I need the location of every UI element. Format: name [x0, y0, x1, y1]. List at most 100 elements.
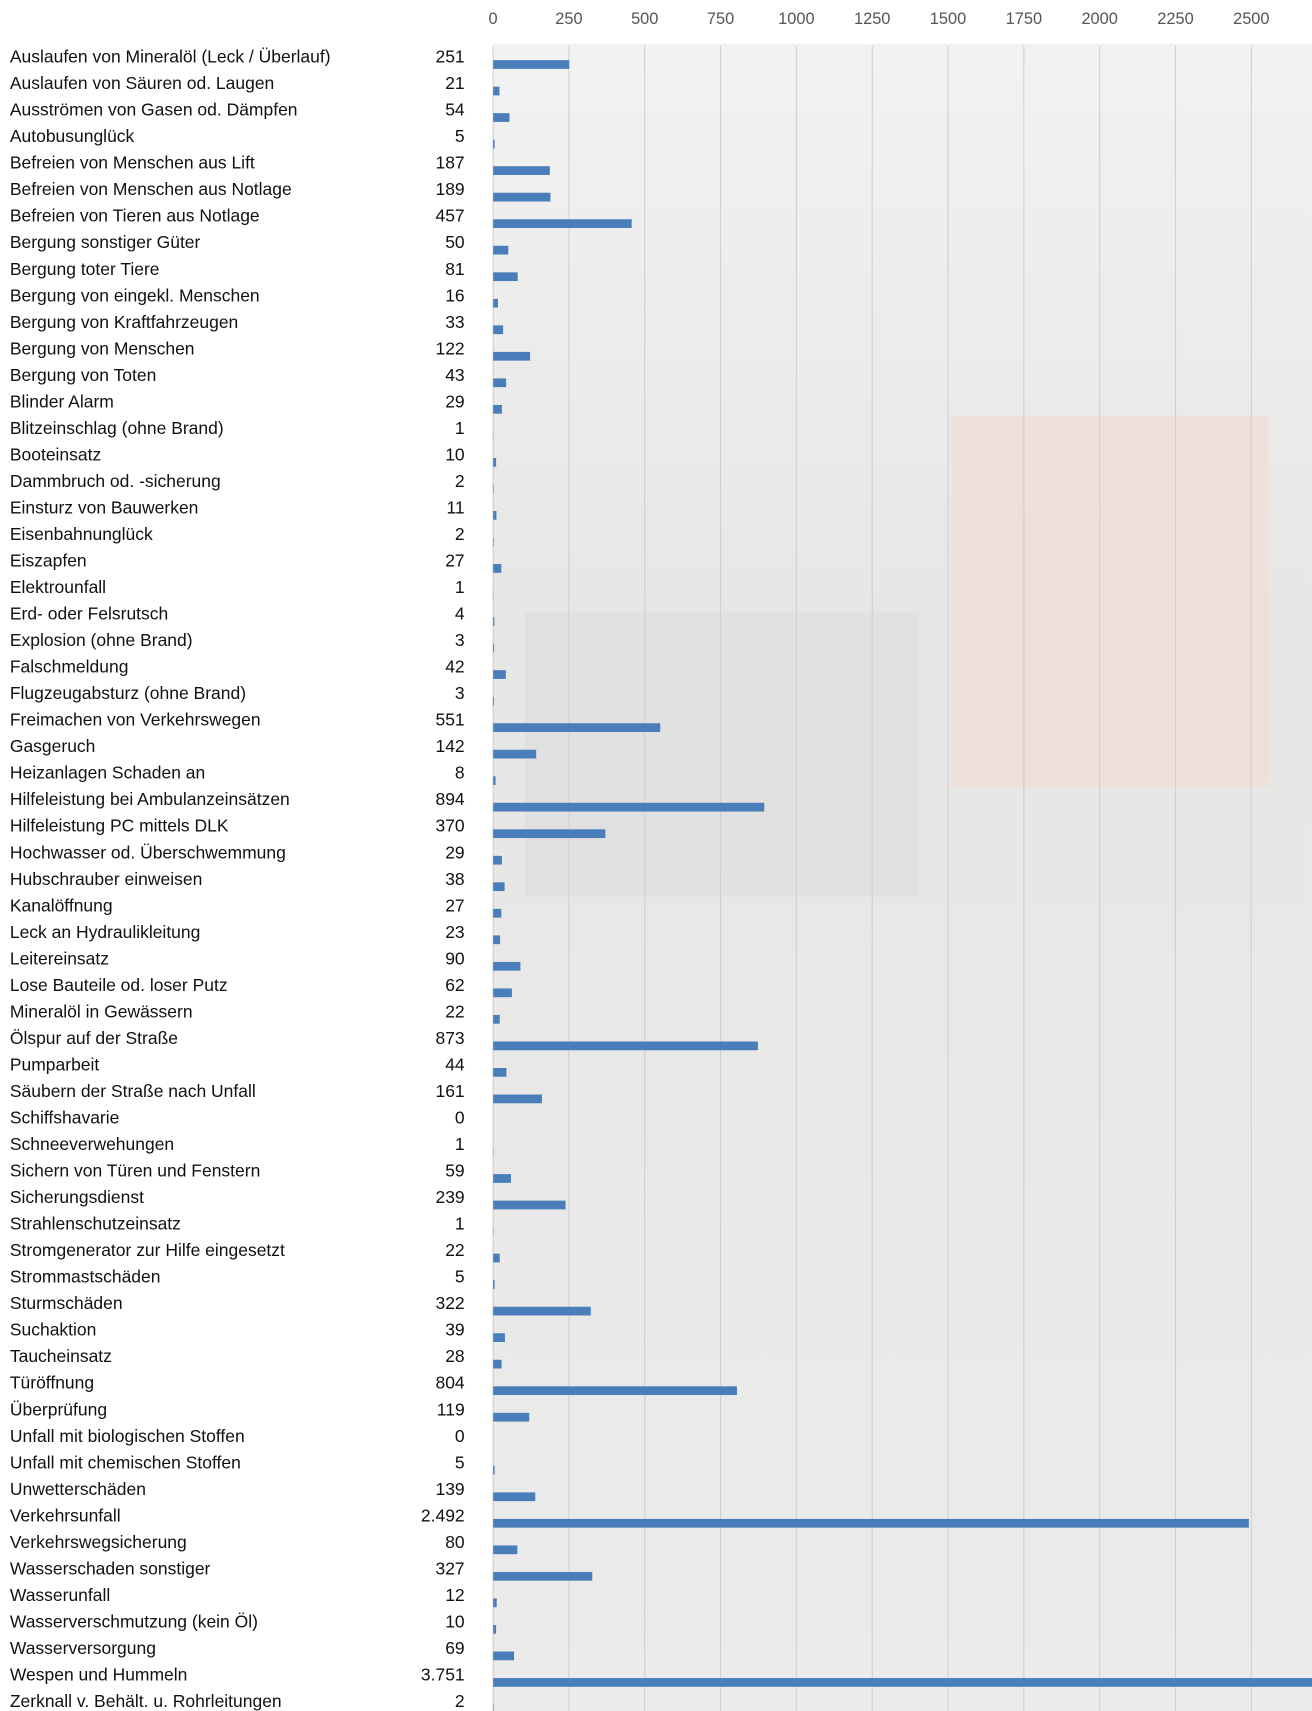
value-label: 90 [445, 948, 465, 968]
value-label: 251 [435, 47, 464, 67]
bar [493, 378, 507, 388]
bar [493, 404, 502, 414]
value-label: 10 [445, 444, 465, 464]
value-label: 27 [445, 895, 464, 915]
bar [493, 1625, 497, 1634]
bar [493, 1359, 502, 1369]
value-label: 59 [445, 1161, 464, 1181]
value-label: 1 [455, 418, 465, 438]
bar [493, 298, 498, 308]
category-label: Unfall mit chemischen Stoffen [10, 1452, 241, 1472]
bar [493, 617, 495, 626]
value-label: 2 [455, 1691, 465, 1711]
value-label: 29 [445, 391, 464, 411]
value-label: 2 [455, 471, 465, 491]
value-label: 21 [445, 73, 464, 93]
value-label: 0 [455, 1426, 465, 1446]
category-label: Heizanlagen Schaden an [10, 763, 205, 783]
value-label: 5 [455, 126, 465, 146]
bar [493, 723, 661, 732]
category-label: Wasserverschmutzung (kein Öl) [10, 1611, 258, 1631]
value-label: 873 [435, 1028, 464, 1048]
bar [493, 1306, 591, 1316]
x-tick-label: 1000 [778, 10, 814, 28]
category-label: Leck an Hydraulikleitung [10, 922, 201, 942]
category-label: Auslaufen von Säuren od. Laugen [10, 73, 274, 93]
value-label: 370 [435, 816, 464, 836]
value-label: 10 [445, 1611, 465, 1631]
value-label: 81 [445, 259, 464, 279]
value-label: 28 [445, 1346, 464, 1366]
category-label: Hochwasser od. Überschwemmung [10, 842, 286, 862]
category-label: Leitereinsatz [10, 948, 109, 968]
bar [493, 511, 497, 520]
x-tick-label: 1500 [930, 10, 966, 28]
category-label: Strahlenschutzeinsatz [10, 1214, 181, 1234]
category-label: Ölspur auf der Straße [10, 1028, 178, 1048]
category-label: Überprüfung [10, 1399, 107, 1419]
x-tick-label: 1750 [1006, 10, 1042, 28]
category-label: Befreien von Tieren aus Notlage [10, 206, 260, 226]
bar [493, 1200, 566, 1210]
category-label: Zerknall v. Behält. u. Rohrleitungen [10, 1691, 282, 1711]
bar [493, 1651, 515, 1661]
category-label: Falschmeldung [10, 657, 129, 677]
category-label: Elektrounfall [10, 577, 106, 597]
bar [493, 219, 632, 229]
category-label: Hilfeleistung bei Ambulanzeinsätzen [10, 789, 290, 809]
bar [493, 113, 510, 122]
category-label: Befreien von Menschen aus Lift [10, 153, 255, 173]
category-label: Wasserschaden sonstiger [10, 1558, 211, 1578]
value-label: 16 [445, 285, 464, 305]
category-label: Säubern der Straße nach Unfall [10, 1081, 256, 1101]
value-label: 1 [455, 577, 465, 597]
value-label: 54 [445, 100, 465, 120]
category-label: Auslaufen von Mineralöl (Leck / Überlauf… [10, 47, 331, 67]
value-label: 2 [455, 524, 465, 544]
category-label: Explosion (ohne Brand) [10, 630, 193, 650]
bar [493, 855, 502, 865]
value-label: 29 [445, 842, 464, 862]
bar [493, 882, 505, 892]
category-label: Booteinsatz [10, 444, 101, 464]
category-label: Schneeverwehungen [10, 1134, 174, 1154]
value-label: 5 [455, 1452, 465, 1472]
category-label: Bergung von eingekl. Menschen [10, 285, 260, 305]
bar [493, 325, 504, 335]
category-label: Flugzeugabsturz (ohne Brand) [10, 683, 246, 703]
value-label: 327 [435, 1558, 464, 1578]
category-label: Unfall mit biologischen Stoffen [10, 1426, 245, 1446]
value-label: 3 [455, 630, 465, 650]
bar [493, 802, 765, 812]
bar [493, 564, 502, 573]
bar [493, 696, 495, 706]
value-label: 8 [455, 763, 465, 783]
category-label: Bergung von Toten [10, 365, 156, 385]
category-label: Sturmschäden [10, 1293, 123, 1313]
bar [493, 139, 495, 149]
value-label: 44 [445, 1054, 465, 1074]
value-label: 43 [445, 365, 464, 385]
bar [493, 60, 570, 69]
bar [493, 86, 500, 96]
value-label: 2.492 [421, 1505, 465, 1525]
x-tick-label: 1250 [854, 10, 890, 28]
category-label: Einsturz von Bauwerken [10, 497, 199, 517]
bar [493, 166, 550, 175]
category-label: Schiffshavarie [10, 1107, 120, 1127]
value-label: 187 [435, 153, 464, 173]
x-tick-label: 0 [489, 10, 498, 28]
value-label: 0 [455, 1107, 465, 1127]
bar [493, 961, 521, 971]
value-label: 322 [435, 1293, 464, 1313]
value-label: 1 [455, 1214, 465, 1234]
category-label: Hubschrauber einweisen [10, 869, 202, 889]
category-label: Sichern von Türen und Fenstern [10, 1161, 260, 1181]
value-label: 42 [445, 657, 464, 677]
category-label: Bergung von Menschen [10, 338, 195, 358]
category-label: Bergung von Kraftfahrzeugen [10, 312, 238, 332]
bar [493, 1174, 511, 1183]
category-label: Bergung sonstiger Güter [10, 232, 201, 252]
bar [493, 776, 496, 786]
